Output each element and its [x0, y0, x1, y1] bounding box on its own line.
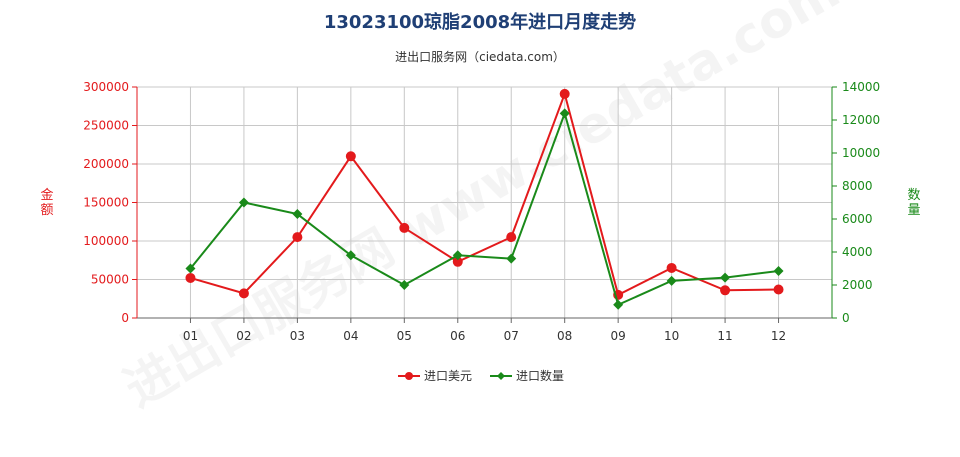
- series-2-point: [238, 197, 249, 208]
- x-tick-label: 11: [717, 329, 732, 343]
- series-2-point: [452, 250, 463, 261]
- series-2-point: [506, 253, 517, 264]
- right-tick-label: 4000: [842, 245, 873, 259]
- x-tick-label: 08: [557, 329, 572, 343]
- legend-label-2: 进口数量: [516, 368, 564, 383]
- series-1-point: [773, 284, 784, 295]
- legend-marker-2: [497, 372, 505, 380]
- x-tick-label: 12: [771, 329, 786, 343]
- right-tick-label: 2000: [842, 278, 873, 292]
- right-tick-label: 6000: [842, 212, 873, 226]
- series-1-point: [399, 222, 410, 233]
- series-2-point: [720, 272, 731, 283]
- series-1-point: [506, 232, 517, 243]
- series-2-point: [666, 275, 677, 286]
- series-1-point: [720, 285, 731, 296]
- series-1-point: [238, 288, 249, 299]
- left-tick-label: 150000: [83, 196, 129, 210]
- right-tick-label: 10000: [842, 146, 880, 160]
- x-tick-label: 02: [236, 329, 251, 343]
- x-tick-label: 07: [504, 329, 519, 343]
- legend-label-1: 进口美元: [424, 369, 472, 383]
- x-tick-label: 03: [290, 329, 305, 343]
- series-2-point: [613, 299, 624, 310]
- right-tick-label: 0: [842, 311, 850, 325]
- series-1-point: [292, 232, 303, 243]
- right-tick-label: 14000: [842, 80, 880, 94]
- series-1-point: [185, 272, 196, 283]
- x-tick-label: 09: [611, 329, 626, 343]
- left-tick-label: 300000: [83, 80, 129, 94]
- x-tick-label: 06: [450, 329, 465, 343]
- right-axis-label: 数量: [905, 188, 921, 218]
- chart-canvas: 0500001000001500002000002500003000000200…: [38, 80, 921, 383]
- x-tick-label: 04: [343, 329, 358, 343]
- chart-subtitle: 进出口服务网（ciedata.com）: [395, 50, 565, 64]
- series-1-point: [559, 88, 570, 99]
- left-axis-label: 金额: [38, 187, 54, 218]
- left-tick-label: 200000: [83, 157, 129, 171]
- series-2-point: [559, 108, 570, 119]
- series-line-1: [190, 90, 779, 297]
- x-tick-label: 10: [664, 329, 679, 343]
- left-tick-label: 0: [121, 311, 129, 325]
- series-2-point: [345, 250, 356, 261]
- right-tick-label: 12000: [842, 113, 880, 127]
- series-2-point: [399, 280, 410, 290]
- left-tick-label: 100000: [83, 234, 129, 248]
- x-tick-label: 05: [397, 329, 412, 343]
- series-1-point: [666, 262, 677, 273]
- series-2-point: [773, 265, 784, 276]
- chart-title: 13023100琼脂2008年进口月度走势: [323, 12, 637, 33]
- legend-marker-1: [405, 372, 413, 380]
- series-line-2: [189, 110, 779, 307]
- series-1-point: [452, 256, 463, 267]
- series-2-point: [185, 263, 196, 274]
- series-1-point: [345, 151, 356, 162]
- left-tick-label: 250000: [83, 119, 129, 133]
- right-tick-label: 8000: [842, 179, 873, 193]
- left-tick-label: 50000: [91, 273, 129, 287]
- series-2-point: [292, 209, 303, 220]
- x-tick-label: 01: [183, 329, 198, 343]
